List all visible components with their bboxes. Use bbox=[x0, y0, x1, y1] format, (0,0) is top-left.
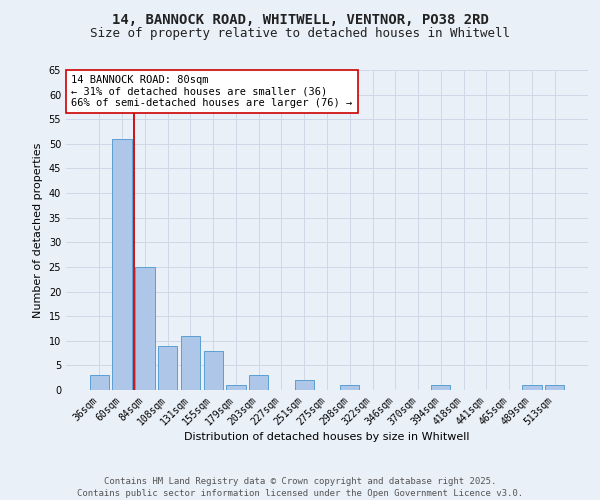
Bar bbox=[203, 350, 223, 390]
Bar bbox=[249, 375, 268, 390]
Bar bbox=[112, 139, 132, 390]
Text: 14 BANNOCK ROAD: 80sqm
← 31% of detached houses are smaller (36)
66% of semi-det: 14 BANNOCK ROAD: 80sqm ← 31% of detached… bbox=[71, 75, 352, 108]
Bar bbox=[545, 385, 564, 390]
Text: Contains HM Land Registry data © Crown copyright and database right 2025.
Contai: Contains HM Land Registry data © Crown c… bbox=[77, 476, 523, 498]
Bar bbox=[90, 375, 109, 390]
Bar bbox=[158, 346, 178, 390]
X-axis label: Distribution of detached houses by size in Whitwell: Distribution of detached houses by size … bbox=[184, 432, 470, 442]
Bar bbox=[181, 336, 200, 390]
Y-axis label: Number of detached properties: Number of detached properties bbox=[33, 142, 43, 318]
Bar bbox=[431, 385, 451, 390]
Bar bbox=[135, 267, 155, 390]
Bar bbox=[226, 385, 245, 390]
Text: 14, BANNOCK ROAD, WHITWELL, VENTNOR, PO38 2RD: 14, BANNOCK ROAD, WHITWELL, VENTNOR, PO3… bbox=[112, 12, 488, 26]
Text: Size of property relative to detached houses in Whitwell: Size of property relative to detached ho… bbox=[90, 28, 510, 40]
Bar bbox=[340, 385, 359, 390]
Bar bbox=[522, 385, 542, 390]
Bar bbox=[295, 380, 314, 390]
